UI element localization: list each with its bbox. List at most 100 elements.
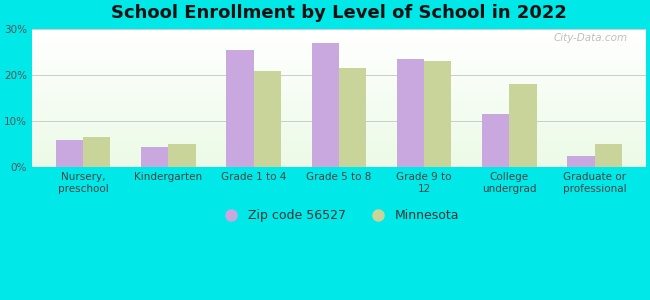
Bar — [32, 126, 646, 127]
Bar — [32, 73, 646, 74]
Bar — [226, 50, 254, 167]
Bar — [32, 52, 646, 53]
Bar — [311, 43, 339, 167]
Bar — [32, 92, 646, 93]
Bar — [32, 143, 646, 144]
Bar — [32, 42, 646, 43]
Bar — [32, 84, 646, 85]
Bar — [32, 144, 646, 145]
Bar — [32, 137, 646, 138]
Bar — [32, 88, 646, 89]
Bar — [32, 95, 646, 96]
Bar — [32, 70, 646, 71]
Bar — [32, 72, 646, 73]
Bar — [32, 77, 646, 78]
Bar — [32, 60, 646, 61]
Bar — [32, 54, 646, 55]
Bar — [32, 66, 646, 67]
Bar — [32, 157, 646, 158]
Bar — [56, 140, 83, 167]
Bar — [32, 40, 646, 41]
Bar — [32, 136, 646, 137]
Bar — [32, 38, 646, 39]
Bar — [32, 119, 646, 120]
Bar — [32, 91, 646, 92]
Bar — [510, 84, 537, 167]
Bar — [83, 137, 111, 167]
Bar — [32, 93, 646, 94]
Bar — [32, 41, 646, 42]
Bar — [32, 108, 646, 109]
Bar — [32, 154, 646, 155]
Bar — [32, 114, 646, 115]
Bar — [32, 150, 646, 151]
Bar — [32, 98, 646, 99]
Bar — [32, 94, 646, 95]
Bar — [32, 32, 646, 33]
Bar — [32, 164, 646, 165]
Bar — [32, 49, 646, 50]
Text: City-Data.com: City-Data.com — [553, 33, 627, 43]
Bar — [32, 37, 646, 38]
Bar — [32, 116, 646, 117]
Bar — [32, 39, 646, 40]
Bar — [32, 153, 646, 154]
Bar — [32, 75, 646, 76]
Bar — [32, 30, 646, 31]
Bar — [141, 146, 168, 167]
Bar — [32, 82, 646, 83]
Bar — [32, 56, 646, 57]
Bar — [32, 134, 646, 135]
Bar — [32, 99, 646, 100]
Bar — [32, 31, 646, 32]
Bar — [32, 81, 646, 82]
Bar — [32, 48, 646, 49]
Bar — [32, 82, 646, 83]
Bar — [32, 105, 646, 106]
Bar — [32, 112, 646, 113]
Bar — [32, 113, 646, 114]
Bar — [567, 156, 595, 167]
Bar — [32, 68, 646, 69]
Bar — [32, 135, 646, 136]
Bar — [32, 44, 646, 45]
Bar — [32, 117, 646, 118]
Bar — [32, 139, 646, 140]
Bar — [32, 87, 646, 88]
Bar — [32, 132, 646, 133]
Bar — [32, 111, 646, 112]
Bar — [32, 129, 646, 130]
Title: School Enrollment by Level of School in 2022: School Enrollment by Level of School in … — [111, 4, 567, 22]
Bar — [32, 86, 646, 87]
Bar — [32, 80, 646, 81]
Bar — [32, 65, 646, 66]
Bar — [32, 69, 646, 70]
Bar — [32, 71, 646, 72]
Bar — [32, 115, 646, 116]
Bar — [32, 131, 646, 132]
Bar — [32, 158, 646, 159]
Bar — [32, 156, 646, 157]
Bar — [32, 53, 646, 54]
Bar — [32, 97, 646, 98]
Bar — [32, 55, 646, 56]
Bar — [32, 133, 646, 134]
Bar — [32, 159, 646, 160]
Bar — [424, 61, 452, 167]
Bar — [32, 59, 646, 60]
Bar — [32, 64, 646, 65]
Bar — [32, 128, 646, 129]
Bar — [32, 47, 646, 48]
Bar — [32, 109, 646, 110]
Bar — [32, 107, 646, 108]
Bar — [32, 79, 646, 80]
Bar — [32, 96, 646, 97]
Bar — [32, 110, 646, 111]
Bar — [32, 123, 646, 124]
Legend: Zip code 56527, Minnesota: Zip code 56527, Minnesota — [213, 204, 465, 227]
Bar — [32, 151, 646, 152]
Bar — [339, 68, 366, 167]
Bar — [32, 165, 646, 166]
Bar — [32, 46, 646, 47]
Bar — [32, 85, 646, 86]
